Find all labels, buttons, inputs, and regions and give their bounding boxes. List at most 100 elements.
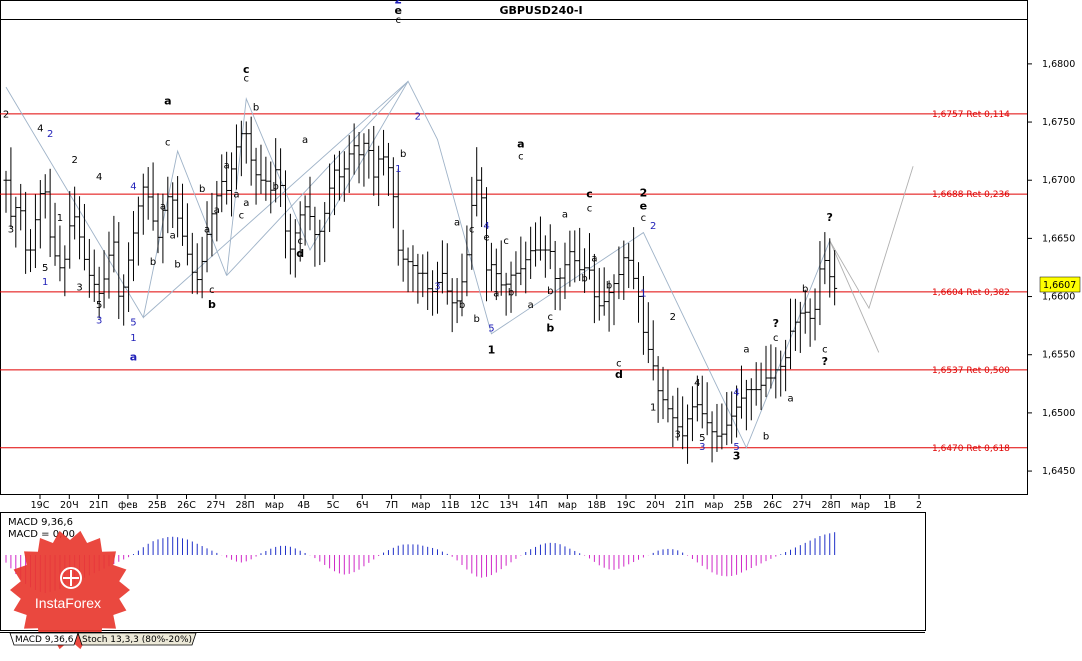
ohlc-bar xyxy=(797,301,803,353)
wave-label: 4 xyxy=(37,123,43,134)
x-tick-label: мар xyxy=(411,500,430,511)
wave-label: 5 xyxy=(733,442,739,453)
wave-label: c xyxy=(586,188,593,201)
macd-label-2: MACD = 0,00 xyxy=(8,529,75,540)
x-tick-label: 27Ч xyxy=(206,500,225,511)
y-tick-label: 1,6650 xyxy=(1042,233,1075,244)
ohlc-bar xyxy=(96,266,102,319)
wave-label: 1 xyxy=(42,277,48,288)
ohlc-bar xyxy=(567,230,573,287)
ohlc-bar xyxy=(572,230,578,283)
wave-label: 5 xyxy=(130,318,136,329)
wave-label: 1 xyxy=(130,333,136,344)
x-tick-label: мар xyxy=(558,500,577,511)
ohlc-bar xyxy=(596,267,602,321)
wave-label: c xyxy=(244,73,250,84)
x-tick-label: 27Ч xyxy=(792,500,811,511)
ohlc-bar xyxy=(292,219,298,278)
tab-macd[interactable] xyxy=(9,632,79,646)
ohlc-bar xyxy=(209,192,215,257)
ohlc-bar xyxy=(498,240,504,296)
ohlc-bar xyxy=(832,250,838,306)
ohlc-bar xyxy=(346,135,352,193)
wave-label: 4 xyxy=(733,387,739,398)
y-tick-label: 1,6800 xyxy=(1042,59,1075,70)
x-tick-label: 5С xyxy=(327,500,340,511)
wave-label: d xyxy=(296,247,304,260)
ohlc-bar xyxy=(77,196,83,260)
price-axis: 1,6800 1,6750 1,6700 1,6650 1,6600 1,6550 1,65… xyxy=(1027,59,1075,477)
wave-label: 5 xyxy=(699,433,705,444)
ohlc-bar xyxy=(768,344,774,389)
wave-label: 4 xyxy=(694,378,700,389)
wave-label: c xyxy=(641,213,647,224)
ohlc-bar xyxy=(675,387,681,441)
wave-label: 5 xyxy=(96,300,102,311)
ohlc-bar xyxy=(126,242,132,313)
ohlc-bar xyxy=(282,170,288,259)
wave-label: b xyxy=(606,280,612,291)
ohlc-bar xyxy=(229,152,235,217)
x-tick-label: 14П xyxy=(528,500,547,511)
wave-label: 2 xyxy=(47,129,53,140)
wave-label: b xyxy=(763,432,769,443)
ohlc-bar xyxy=(312,206,318,267)
wave-label: b xyxy=(546,321,554,334)
ohlc-bar xyxy=(415,253,421,304)
wave-label: a xyxy=(517,138,524,151)
ohlc-bar xyxy=(582,248,588,293)
ohlc-bar xyxy=(297,201,303,262)
wave-label: a xyxy=(233,190,239,201)
wave-label: 2 xyxy=(3,109,9,120)
wave-lines xyxy=(5,80,914,449)
wave-label: b xyxy=(208,298,216,311)
y-tick-label: 1,6750 xyxy=(1042,117,1075,128)
time-axis: 19C 20Ч 21П фев 25В 26С 27Ч 28П мар 4В 5С 6Ч 7П мар 11… xyxy=(31,494,922,511)
ohlc-bar xyxy=(410,245,416,292)
ohlc-bar xyxy=(307,176,313,231)
ohlc-bar xyxy=(32,194,38,269)
wave-label: 4 xyxy=(483,221,489,232)
ohlc-bar xyxy=(28,229,34,273)
ohlc-bar xyxy=(361,133,367,187)
ohlc-bar xyxy=(479,167,485,228)
fib-label: 1,6604 Ret 0,382 xyxy=(932,288,1010,298)
ohlc-bar xyxy=(689,386,695,442)
ohlc-bar xyxy=(788,298,794,370)
ohlc-bar xyxy=(528,226,534,279)
ohlc-bar xyxy=(116,222,122,320)
wave-label: 1 xyxy=(57,213,63,224)
ohlc-bar xyxy=(817,241,823,326)
ohlc-bar xyxy=(631,227,637,290)
ohlc-bar xyxy=(518,236,524,286)
x-tick-label: 2 xyxy=(916,500,922,511)
ohlc-bar xyxy=(670,395,676,447)
x-tick-label: 26С xyxy=(177,500,196,511)
fib-levels: 1,6757 Ret 0,114 1,6688 Ret 0,236 1,6604 R… xyxy=(0,110,1027,454)
ohlc-bar xyxy=(253,147,259,205)
wave-label: 1 xyxy=(650,403,656,414)
logo-text: InstaForex xyxy=(35,595,101,611)
wave-label: 3 xyxy=(675,429,681,440)
ohlc-bar xyxy=(165,176,171,234)
ohlc-bar xyxy=(748,378,754,421)
ohlc-bar xyxy=(665,369,671,423)
ohlc-bar xyxy=(719,403,725,450)
ohlc-bar xyxy=(86,238,92,298)
wave-label: b xyxy=(474,314,480,325)
x-tick-label: 26С xyxy=(763,500,782,511)
wave-label: a xyxy=(454,218,460,229)
ohlc-bar xyxy=(773,347,779,399)
ohlc-bar xyxy=(621,240,627,300)
wave-labels: 234251123453451abaacabbaaacbaccbbacacd2e… xyxy=(3,0,833,462)
wave-label: a xyxy=(204,225,210,236)
wave-label: ? xyxy=(827,211,833,224)
ohlc-bar xyxy=(503,272,509,316)
macd-label-1: MACD 9,36,6 xyxy=(8,517,73,528)
ohlc-bar xyxy=(317,219,323,266)
wave-label: a xyxy=(160,201,166,212)
tab-stoch[interactable] xyxy=(77,632,197,646)
ohlc-bar xyxy=(219,154,225,213)
ohlc-bar xyxy=(734,385,740,438)
x-tick-label: мар xyxy=(851,500,870,511)
